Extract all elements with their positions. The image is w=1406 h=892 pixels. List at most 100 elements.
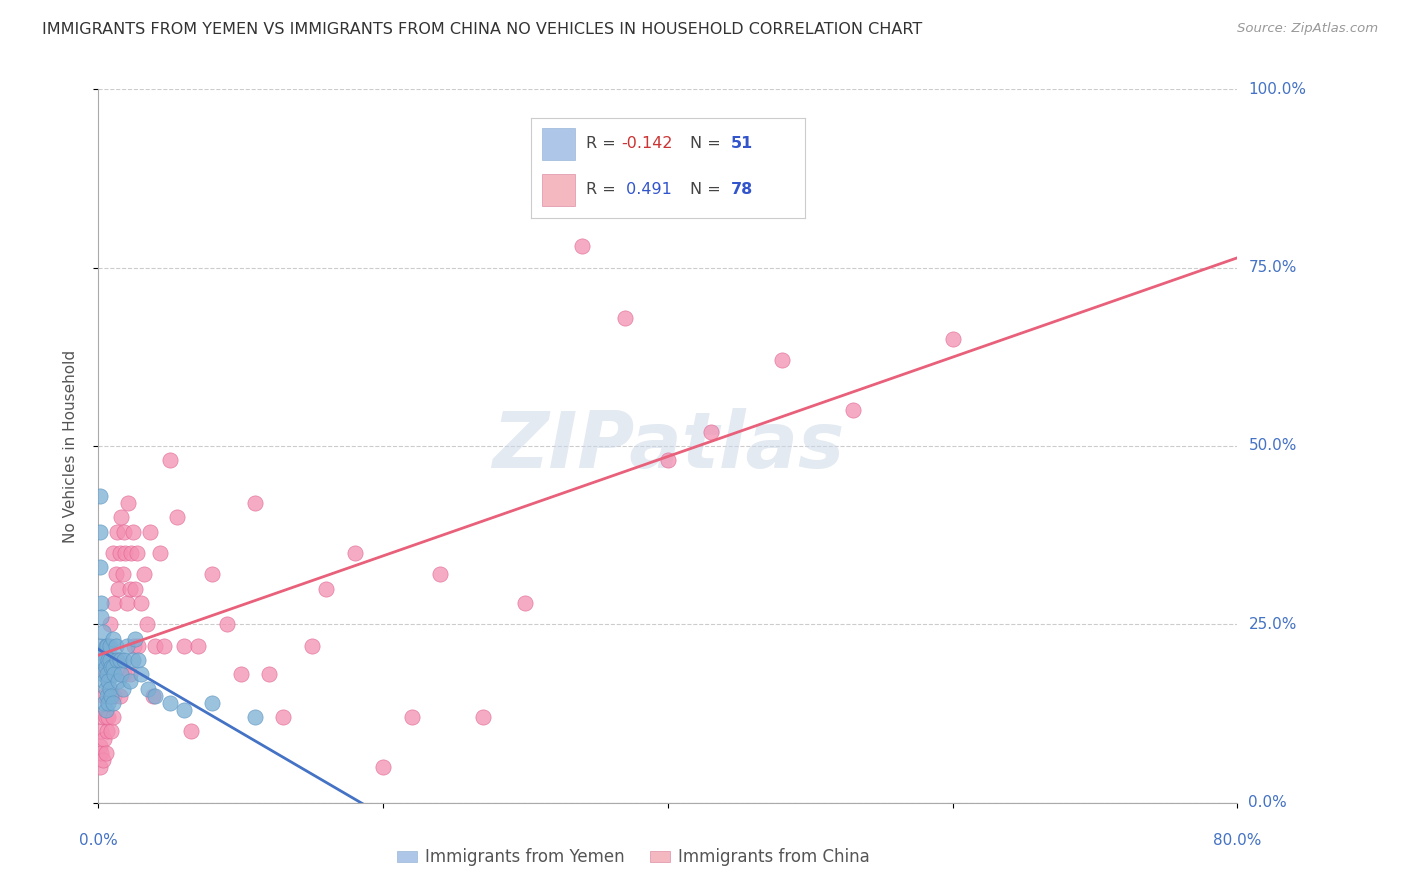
Point <box>127 639 149 653</box>
Text: IMMIGRANTS FROM YEMEN VS IMMIGRANTS FROM CHINA NO VEHICLES IN HOUSEHOLD CORRELAT: IMMIGRANTS FROM YEMEN VS IMMIGRANTS FROM… <box>42 22 922 37</box>
Point <box>112 667 135 681</box>
Text: 0.0%: 0.0% <box>79 833 118 848</box>
Point <box>90 746 112 760</box>
Point <box>97 653 120 667</box>
Point <box>243 710 266 724</box>
Point <box>100 653 122 667</box>
Text: Source: ZipAtlas.com: Source: ZipAtlas.com <box>1237 22 1378 36</box>
Point <box>149 546 172 560</box>
Point <box>90 610 112 624</box>
Point <box>105 653 128 667</box>
Point <box>141 689 163 703</box>
Point <box>101 660 124 674</box>
Point <box>114 546 136 560</box>
Point <box>145 639 167 653</box>
Point <box>90 639 112 653</box>
Point <box>108 689 131 703</box>
Point <box>89 560 111 574</box>
Point <box>100 724 122 739</box>
Point <box>201 696 224 710</box>
Point <box>101 710 124 724</box>
Point <box>471 710 494 724</box>
Text: 0.0%: 0.0% <box>1249 796 1286 810</box>
Point <box>96 667 118 681</box>
Point <box>96 639 118 653</box>
Point <box>201 567 224 582</box>
Point <box>401 710 423 724</box>
Point <box>103 689 125 703</box>
Point <box>97 639 120 653</box>
Point <box>90 653 112 667</box>
Point <box>115 639 138 653</box>
Point <box>98 653 121 667</box>
Point <box>108 546 131 560</box>
Point <box>100 689 122 703</box>
Point <box>104 639 127 653</box>
Text: ZIPatlas: ZIPatlas <box>492 408 844 484</box>
Point <box>129 596 152 610</box>
Point <box>180 724 202 739</box>
Point <box>89 524 111 539</box>
Point <box>94 703 117 717</box>
Point <box>301 639 323 653</box>
Point <box>120 546 142 560</box>
Point <box>91 646 114 660</box>
Point <box>118 582 141 596</box>
Point <box>215 617 238 632</box>
Point <box>942 332 965 346</box>
Point <box>107 674 129 689</box>
Point <box>138 524 160 539</box>
Point <box>117 496 139 510</box>
Point <box>110 510 132 524</box>
Point <box>136 681 159 696</box>
Point <box>124 582 146 596</box>
Point <box>100 660 122 674</box>
Point <box>107 582 129 596</box>
Point <box>699 425 721 439</box>
Point <box>91 753 114 767</box>
Point <box>93 696 115 710</box>
Point <box>104 567 127 582</box>
Point <box>571 239 593 253</box>
Point <box>105 524 128 539</box>
Point <box>98 689 121 703</box>
Point <box>89 489 111 503</box>
Point <box>94 746 117 760</box>
Point <box>122 639 145 653</box>
Point <box>108 653 131 667</box>
Point <box>118 674 141 689</box>
Point <box>173 639 195 653</box>
Point <box>129 667 152 681</box>
Point <box>101 696 124 710</box>
Point <box>93 653 115 667</box>
Point <box>94 660 117 674</box>
Point <box>93 674 115 689</box>
Point <box>111 681 134 696</box>
Point <box>121 653 143 667</box>
Point <box>103 667 125 681</box>
Point <box>90 596 112 610</box>
Point <box>101 632 124 646</box>
Point <box>105 653 128 667</box>
Point <box>97 674 120 689</box>
Point <box>89 739 111 753</box>
Point <box>187 639 209 653</box>
Point <box>145 689 167 703</box>
Point <box>657 453 679 467</box>
Point <box>94 681 117 696</box>
Point <box>93 689 115 703</box>
Text: 50.0%: 50.0% <box>1249 439 1296 453</box>
Point <box>110 667 132 681</box>
Legend: Immigrants from Yemen, Immigrants from China: Immigrants from Yemen, Immigrants from C… <box>391 842 877 873</box>
Point <box>124 632 146 646</box>
Point <box>97 710 120 724</box>
Point <box>94 639 117 653</box>
Point <box>166 510 188 524</box>
Point <box>91 710 114 724</box>
Point <box>118 667 141 681</box>
Point <box>159 696 181 710</box>
Point <box>135 617 157 632</box>
Point <box>112 524 135 539</box>
Point <box>259 667 281 681</box>
Point <box>91 667 114 681</box>
